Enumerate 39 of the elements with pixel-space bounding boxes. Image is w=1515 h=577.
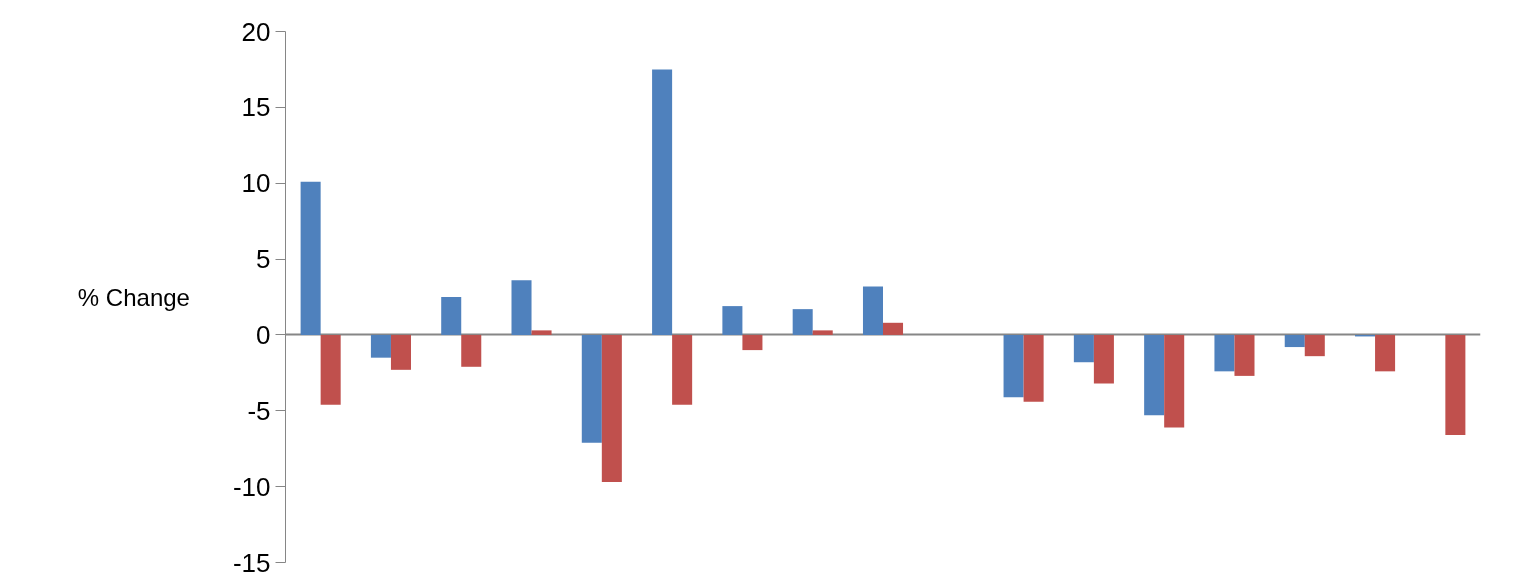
bar xyxy=(1073,334,1094,363)
bar xyxy=(1164,334,1185,428)
y-tick-label: -10 xyxy=(232,471,271,502)
bar xyxy=(370,334,391,358)
y-tick-label: 15 xyxy=(241,92,271,123)
bar xyxy=(1144,334,1165,416)
bar xyxy=(1214,334,1235,372)
bar xyxy=(531,330,552,335)
bar xyxy=(883,322,904,335)
bar xyxy=(511,280,532,335)
bar xyxy=(300,181,321,335)
y-tick-label: 0 xyxy=(256,319,271,350)
y-tick-label: 5 xyxy=(256,244,271,275)
y-tick-label: 10 xyxy=(241,168,271,199)
bar xyxy=(390,334,411,370)
y-tick-label: -15 xyxy=(232,547,271,577)
bar xyxy=(672,334,693,405)
bar xyxy=(1284,334,1305,348)
bar xyxy=(1304,334,1325,357)
y-axis-title: % Change xyxy=(77,283,190,311)
y-tick-label: -5 xyxy=(247,395,271,426)
bar xyxy=(1445,334,1466,436)
bar xyxy=(722,306,743,335)
bar xyxy=(1093,334,1114,384)
bar xyxy=(581,334,602,443)
bar xyxy=(1234,334,1255,376)
bar xyxy=(792,309,813,335)
bar xyxy=(862,286,883,335)
bar xyxy=(652,69,673,335)
y-tick-label: 20 xyxy=(241,16,271,47)
bar xyxy=(441,297,462,335)
bar xyxy=(1023,334,1044,402)
bar xyxy=(1003,334,1024,398)
bar xyxy=(812,330,833,335)
bar xyxy=(461,334,482,367)
bar xyxy=(742,334,763,351)
bar xyxy=(320,334,341,405)
bar xyxy=(601,334,622,483)
bar xyxy=(1375,334,1396,372)
